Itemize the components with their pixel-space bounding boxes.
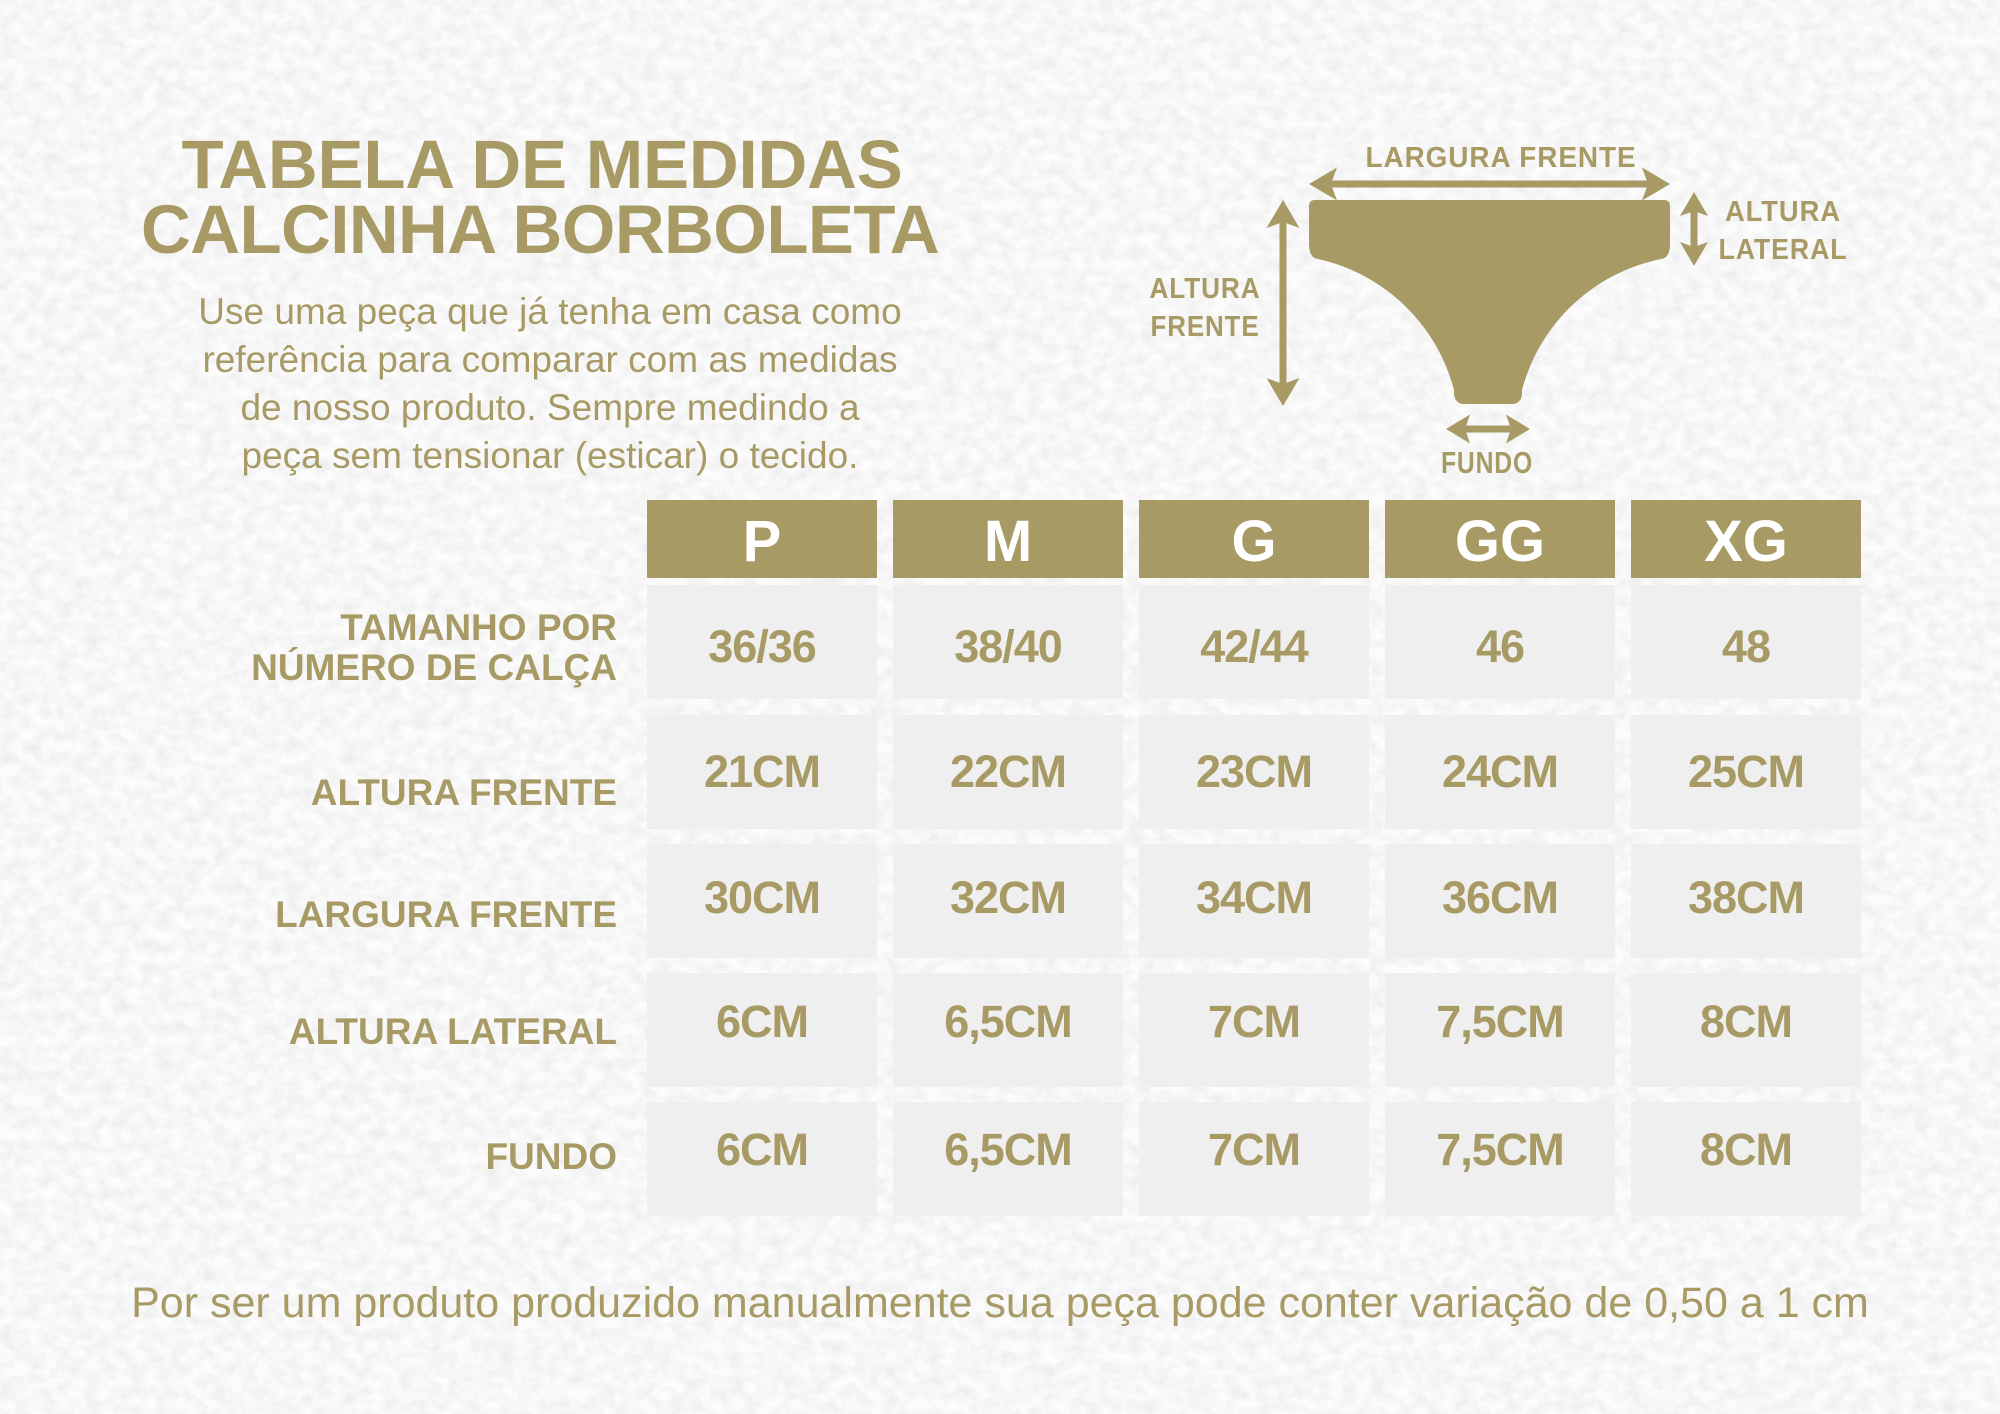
svg-text:FUNDO: FUNDO (1441, 445, 1533, 480)
svg-text:LATERAL: LATERAL (1719, 234, 1848, 266)
svg-text:ALTURA: ALTURA (1150, 273, 1261, 305)
svg-text:ALTURA: ALTURA (1725, 196, 1841, 228)
svg-text:LARGURA FRENTE: LARGURA FRENTE (1366, 142, 1637, 174)
svg-text:FRENTE: FRENTE (1151, 311, 1260, 343)
